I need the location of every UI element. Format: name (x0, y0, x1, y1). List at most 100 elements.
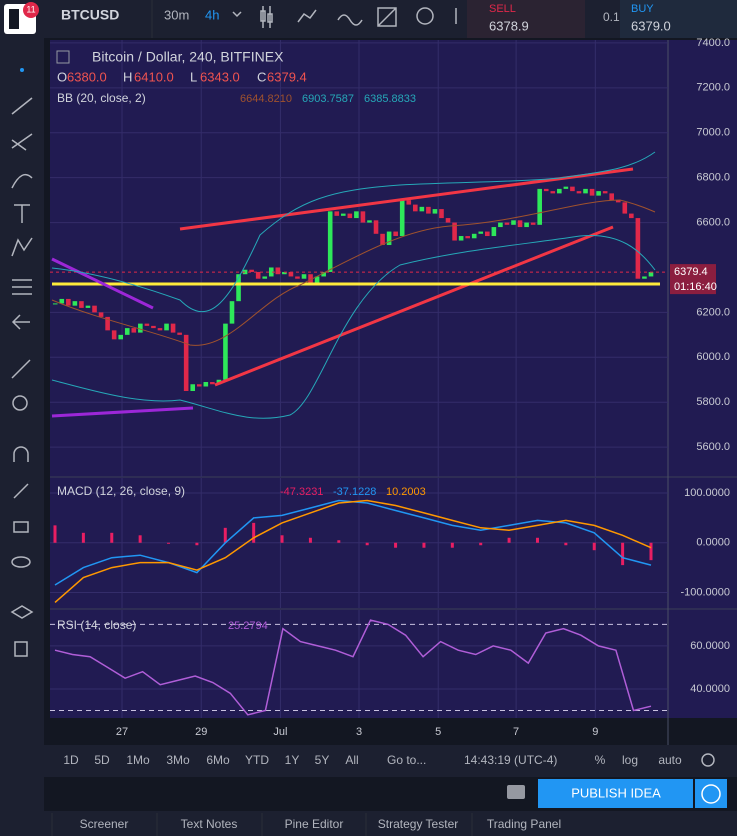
candle (157, 328, 163, 331)
indicator-value: 6644.8210 (240, 93, 292, 105)
ohlc-value: 6343.0 (200, 69, 240, 84)
histogram-bar (337, 540, 341, 543)
trend-line (51, 406, 194, 418)
logo-mark (9, 9, 19, 29)
range-button[interactable]: 5D (94, 753, 110, 767)
candle (249, 269, 254, 272)
collapse-button[interactable] (56, 50, 70, 64)
buy-panel[interactable] (620, 0, 737, 38)
candle (59, 298, 65, 304)
bb-lower (51, 234, 656, 419)
goto[interactable]: Go to... (387, 753, 426, 767)
compare-icon[interactable] (297, 9, 317, 23)
trendline-tool[interactable] (11, 97, 33, 115)
candle (196, 384, 202, 387)
settings-button[interactable] (701, 753, 715, 767)
candle (105, 316, 110, 331)
candle (373, 220, 379, 234)
macd-title: MACD (12, 26, close, 9) (57, 484, 185, 498)
back-tool[interactable] (11, 314, 30, 330)
tab[interactable]: Trading Panel (487, 817, 561, 831)
tab[interactable]: Strategy Tester (378, 817, 458, 831)
range-button[interactable]: 3Mo (166, 753, 190, 767)
candle (615, 200, 621, 203)
range-buttons: 1D 5D 1Mo 3Mo 6Mo YTD 1Y 5Y All (63, 753, 358, 767)
snapshot-button[interactable] (507, 785, 525, 799)
histogram-bar (621, 542, 625, 566)
publish-label: PUBLISH IDEA (571, 785, 661, 800)
x-tick-label: 27 (116, 726, 128, 738)
rsi-title: RSI (14, close) (57, 618, 136, 632)
y-tick-label: 5600.0 (696, 441, 730, 453)
sell-panel[interactable] (467, 0, 585, 38)
candle (144, 323, 150, 326)
candle (170, 323, 176, 333)
candle (583, 188, 588, 194)
range-button[interactable]: 1Y (285, 753, 300, 767)
candle (183, 334, 189, 391)
candle (295, 276, 300, 279)
alert-icon[interactable] (416, 7, 434, 25)
indicators-icon[interactable] (337, 14, 363, 26)
publish-button[interactable] (538, 779, 693, 808)
candle (386, 231, 392, 246)
interval[interactable]: 30m (164, 7, 189, 22)
text-tool[interactable] (14, 204, 30, 223)
range-button[interactable]: 6Mo (206, 753, 230, 767)
candle (380, 233, 385, 246)
range-button[interactable]: All (345, 753, 358, 767)
pattern-tool[interactable] (11, 237, 33, 257)
zoom-tool[interactable] (12, 395, 28, 411)
y-tick-label: 60.0000 (690, 640, 730, 652)
tab[interactable]: Text Notes (181, 817, 238, 831)
symbol[interactable]: BTCUSD (61, 7, 119, 23)
range-button[interactable]: 1D (63, 753, 79, 767)
candle (164, 323, 169, 331)
range-button[interactable]: YTD (245, 753, 269, 767)
ohlc-label: O (57, 69, 67, 84)
measure-tool[interactable] (11, 359, 31, 379)
cursor-tool[interactable] (20, 68, 24, 72)
histogram-bar (252, 522, 256, 543)
dropdown-arrow[interactable] (232, 11, 242, 18)
tab-bar (44, 811, 737, 836)
visibility-tool[interactable] (11, 556, 31, 568)
y-tick-label: 7000.0 (696, 127, 730, 139)
scale-button[interactable]: log (622, 753, 638, 767)
candle (602, 191, 608, 194)
candle (354, 211, 359, 219)
candle (52, 303, 58, 305)
scale-buttons: % log auto (595, 753, 682, 767)
magnet-tool[interactable] (13, 446, 29, 462)
candle (517, 220, 523, 228)
histogram-bar (394, 542, 398, 548)
range-button[interactable]: 1Mo (126, 753, 150, 767)
scale-button[interactable]: auto (658, 753, 682, 767)
indicator-value: 6903.7587 (302, 93, 354, 105)
templates-icon[interactable] (377, 7, 397, 27)
candle (524, 222, 529, 228)
lock-draw-tool[interactable] (13, 483, 29, 499)
candle (66, 298, 71, 306)
candle (92, 305, 97, 313)
brush-tool[interactable] (11, 173, 33, 189)
prediction-tool[interactable] (12, 279, 32, 295)
price-scale (668, 40, 737, 718)
candles-icon[interactable] (260, 6, 273, 28)
trash-tool[interactable] (14, 641, 28, 657)
histogram-bar (564, 542, 568, 546)
tab[interactable]: Screener (80, 817, 129, 831)
series-line (54, 619, 652, 716)
fib-tool[interactable] (11, 133, 33, 151)
ohlc-value: 6410.0 (134, 69, 174, 84)
x-tick-label: 29 (195, 726, 207, 738)
layers-tool[interactable] (10, 605, 34, 619)
y-tick-label: 40.0000 (690, 683, 730, 695)
range-button[interactable]: 5Y (315, 753, 330, 767)
tab[interactable]: Pine Editor (285, 817, 344, 831)
scale-button[interactable]: % (595, 753, 606, 767)
drawings (51, 167, 660, 418)
interval-active[interactable]: 4h (205, 7, 219, 22)
x-tick-label: 9 (592, 726, 598, 738)
lock-tool[interactable] (13, 521, 29, 533)
